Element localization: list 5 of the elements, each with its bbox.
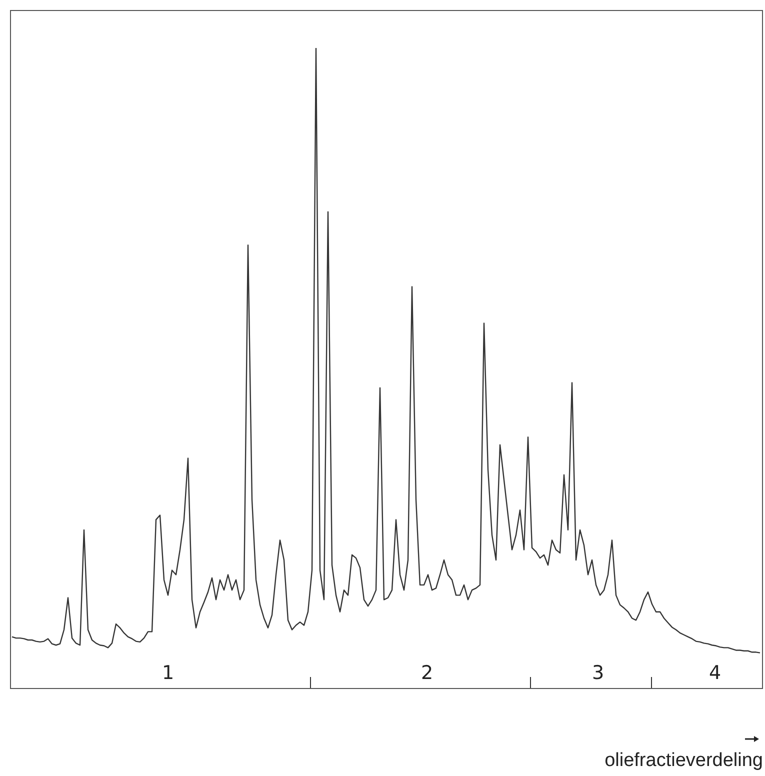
x-axis-title: oliefractieverdeling <box>604 750 763 772</box>
annotation: 2 <box>420 662 434 684</box>
annotation: 4 <box>708 662 722 684</box>
annotation: 3 <box>592 662 604 684</box>
annotation: 1 <box>162 662 174 684</box>
